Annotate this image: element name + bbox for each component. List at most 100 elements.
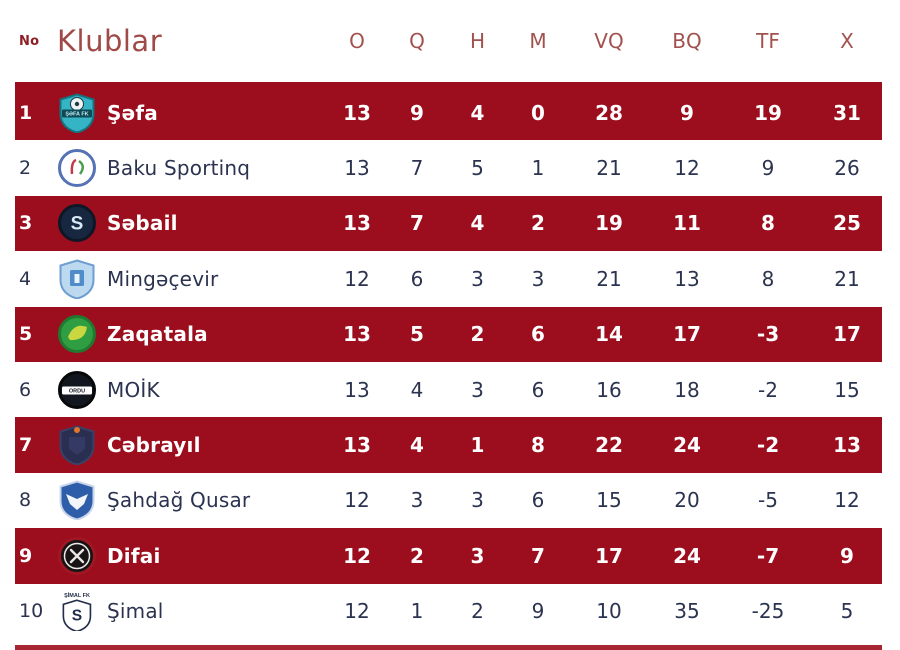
row-position: 3 — [19, 212, 33, 235]
stat-tf: 19 — [754, 100, 782, 125]
stat-m: 8 — [531, 433, 545, 458]
club-cell: Baku Sportinq — [57, 148, 327, 188]
club-cell: Zaqatala — [57, 314, 327, 354]
stat-x: 31 — [833, 100, 861, 125]
table-row[interactable]: 3 S Səbail 13 7 4 2 19 11 8 25 — [15, 195, 882, 252]
stat-x: 9 — [840, 543, 854, 568]
stat-vq: 15 — [596, 488, 622, 513]
stat-q: 4 — [410, 433, 424, 458]
club-cell: ORDU MOİK — [57, 370, 327, 410]
zaqatala-club-logo-icon — [57, 314, 97, 354]
stat-m: 6 — [531, 377, 545, 402]
stat-o: 13 — [343, 100, 371, 125]
next-row-edge — [15, 645, 882, 650]
club-name: Zaqatala — [107, 322, 208, 347]
row-position: 8 — [19, 489, 32, 512]
stat-q: 5 — [410, 322, 424, 347]
stat-x: 21 — [834, 266, 860, 291]
club-cell: Difai — [57, 536, 327, 576]
table-row[interactable]: 6 ORDU MOİK 13 4 3 6 16 18 -2 15 — [15, 362, 882, 417]
stat-vq: 16 — [596, 377, 622, 402]
svg-text:ŞİMAL FK: ŞİMAL FK — [64, 592, 90, 599]
table-header: No Klublar O Q H M VQ BQ TF X — [15, 0, 882, 85]
col-header-h: H — [469, 29, 486, 53]
cebrayil-club-logo-icon — [57, 425, 97, 466]
stat-tf: -7 — [756, 543, 780, 568]
svg-text:S: S — [72, 608, 82, 625]
stat-m: 0 — [531, 100, 545, 125]
table-row[interactable]: 5 Zaqatala 13 5 2 6 14 17 -3 17 — [15, 306, 882, 362]
stat-h: 4 — [470, 211, 485, 236]
club-name: Cəbrayıl — [107, 433, 201, 458]
stat-x: 25 — [833, 211, 861, 236]
club-cell: ŞƏFA FK Şəfa — [57, 93, 327, 133]
table-row[interactable]: 9 Difai 12 2 3 7 17 24 -7 9 — [15, 528, 882, 584]
svg-text:S: S — [71, 214, 84, 235]
stat-q: 4 — [410, 377, 424, 402]
club-cell: ŞİMAL FK S Şimal — [57, 591, 327, 632]
stat-o: 12 — [344, 266, 370, 291]
stat-vq: 21 — [596, 156, 622, 181]
club-cell: S Səbail — [57, 203, 327, 243]
stat-o: 13 — [344, 377, 370, 402]
table-row[interactable]: 1 ŞƏFA FK Şəfa 13 9 4 0 28 9 19 31 — [15, 85, 882, 141]
sahdag-qusar-club-logo-icon — [57, 480, 97, 521]
stat-h: 3 — [470, 543, 485, 568]
stat-tf: -2 — [756, 433, 780, 458]
stat-bq: 35 — [674, 599, 700, 624]
stat-q: 9 — [410, 100, 424, 125]
table-row[interactable]: 7 Cəbrayıl 13 4 1 8 22 24 -2 13 — [15, 417, 882, 473]
club-name: Baku Sportinq — [107, 156, 251, 181]
club-cell: Şahdağ Qusar — [57, 480, 327, 521]
table-row[interactable]: 10 ŞİMAL FK S Şimal 12 1 2 9 10 35 -25 5 — [15, 584, 882, 639]
stat-o: 13 — [343, 211, 371, 236]
col-header-m: M — [529, 29, 547, 53]
stat-tf: -5 — [758, 488, 778, 513]
club-cell: Mingəçevir — [57, 259, 327, 299]
stat-q: 6 — [410, 266, 424, 291]
stat-vq: 19 — [595, 211, 623, 236]
table-row[interactable]: 8 Şahdağ Qusar 12 3 3 6 15 20 -5 12 — [15, 473, 882, 528]
club-name: Mingəçevir — [107, 266, 219, 291]
stat-h: 1 — [470, 433, 485, 458]
club-name: Şahdağ Qusar — [107, 488, 251, 513]
col-header-o: O — [349, 29, 365, 53]
stat-bq: 9 — [680, 100, 694, 125]
stat-o: 12 — [344, 488, 370, 513]
baku-sportinq-club-logo-icon — [57, 148, 97, 188]
stat-o: 13 — [343, 433, 371, 458]
row-position: 2 — [19, 157, 32, 180]
sefa-club-logo-icon: ŞƏFA FK — [57, 93, 97, 133]
stat-q: 7 — [410, 156, 424, 181]
stat-tf: 9 — [761, 156, 775, 181]
stat-o: 12 — [343, 543, 371, 568]
stat-vq: 10 — [596, 599, 622, 624]
col-header-no: No — [19, 33, 40, 49]
stat-h: 3 — [471, 266, 484, 291]
club-name: Səbail — [107, 211, 178, 236]
stat-vq: 22 — [595, 433, 623, 458]
stat-bq: 12 — [674, 156, 700, 181]
stat-h: 2 — [471, 599, 484, 624]
stat-h: 3 — [471, 488, 484, 513]
row-position: 5 — [19, 323, 33, 346]
stat-h: 5 — [471, 156, 484, 181]
stat-bq: 20 — [674, 488, 700, 513]
stat-m: 7 — [531, 543, 545, 568]
stat-bq: 18 — [674, 377, 700, 402]
stat-x: 5 — [840, 599, 854, 624]
simal-club-logo-icon: ŞİMAL FK S — [57, 591, 97, 632]
stat-vq: 21 — [596, 266, 622, 291]
table-row[interactable]: 4 Mingəçevir 12 6 3 3 21 13 8 21 — [15, 251, 882, 306]
svg-text:ORDU: ORDU — [69, 388, 85, 394]
table-row[interactable]: 2 Baku Sportinq 13 7 5 1 21 12 9 26 — [15, 140, 882, 195]
stat-tf: -25 — [751, 599, 785, 624]
stat-q: 2 — [410, 543, 424, 568]
club-name: Difai — [107, 543, 161, 568]
row-position: 6 — [19, 378, 32, 401]
stat-m: 6 — [531, 488, 545, 513]
row-position: 4 — [19, 267, 32, 290]
moik-club-logo-icon: ORDU — [57, 370, 97, 410]
stat-m: 1 — [531, 156, 545, 181]
